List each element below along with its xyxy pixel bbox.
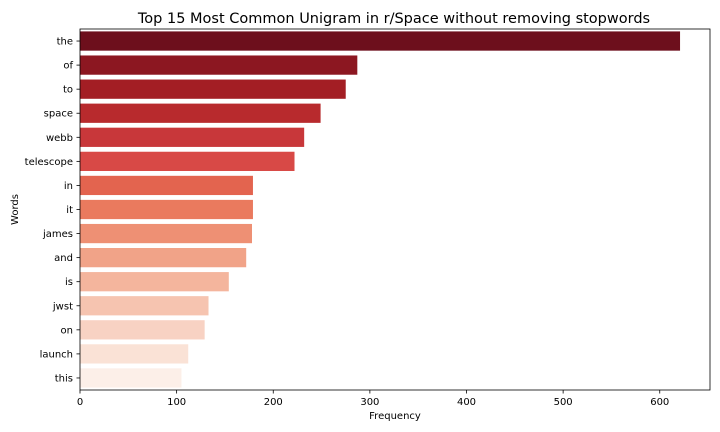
bar-jwst (80, 296, 209, 316)
y-tick-label: and (54, 253, 73, 264)
bar-and (80, 248, 247, 268)
x-tick-label: 500 (554, 397, 573, 408)
bars-group (80, 31, 681, 388)
y-tick-label: this (55, 373, 73, 384)
y-tick-label: on (61, 325, 73, 336)
bar-space (80, 103, 321, 123)
y-tick-label: launch (40, 349, 73, 360)
bar-of (80, 55, 358, 75)
y-axis-ticks: the of to space webb telescope in it james and is j… (25, 37, 80, 384)
bar-is (80, 272, 229, 292)
bar-to (80, 79, 346, 99)
x-tick-label: 300 (360, 397, 379, 408)
x-axis-title: Frequency (369, 411, 421, 422)
y-tick-label: to (63, 85, 73, 96)
bar-this (80, 368, 182, 388)
x-tick-label: 600 (650, 397, 669, 408)
y-tick-label: is (65, 277, 73, 288)
y-tick-label: space (44, 109, 73, 120)
x-axis-ticks: 0 100 200 300 400 500 600 (77, 390, 669, 408)
bar-james (80, 223, 252, 244)
bar-the (80, 31, 681, 51)
chart-title: Top 15 Most Common Unigram in r/Space wi… (137, 11, 650, 27)
bar-launch (80, 344, 189, 364)
y-tick-label: in (64, 181, 73, 192)
y-tick-label: the (57, 37, 73, 48)
plot-frame (79, 28, 711, 391)
y-tick-label: telescope (25, 157, 73, 168)
bar-in (80, 175, 253, 196)
x-tick-label: 200 (264, 397, 283, 408)
bar-webb (80, 127, 305, 147)
bar-telescope (80, 151, 295, 171)
x-tick-label: 400 (457, 397, 476, 408)
bar-it (80, 199, 253, 220)
x-tick-label: 0 (77, 397, 83, 408)
x-tick-label: 100 (167, 397, 186, 408)
y-axis-title: Words (10, 194, 21, 225)
y-tick-label: webb (46, 133, 73, 144)
y-tick-label: james (42, 229, 73, 240)
bar-on (80, 320, 205, 340)
y-tick-label: it (66, 205, 73, 216)
y-tick-label: of (63, 61, 73, 72)
y-tick-label: jwst (52, 301, 73, 312)
